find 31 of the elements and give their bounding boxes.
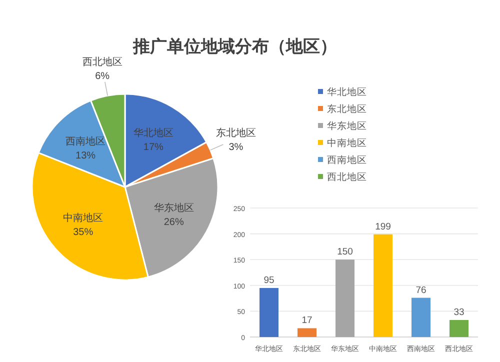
bar <box>298 328 316 337</box>
data-label: 17% <box>143 142 164 153</box>
bar <box>412 298 430 337</box>
data-label: 33 <box>454 306 464 318</box>
legend-label: 西南地区 <box>327 154 367 166</box>
slice-label: 华东地区 <box>154 202 194 214</box>
legend-label: 华东地区 <box>327 120 367 132</box>
data-label: 6% <box>95 71 110 82</box>
legend-label: 华北地区 <box>327 86 367 98</box>
slice-label: 中南地区 <box>63 212 104 224</box>
data-label: 95 <box>264 274 274 286</box>
slice-label: 华北地区 <box>133 126 174 139</box>
data-label: 17 <box>302 315 312 326</box>
slice-label: 东北地区 <box>216 126 256 139</box>
bar <box>260 288 278 337</box>
legend-label: 中南地区 <box>327 137 367 149</box>
data-label: 76 <box>416 284 426 296</box>
data-label: 150 <box>337 246 353 258</box>
data-label: 199 <box>375 221 391 232</box>
bar <box>336 260 354 337</box>
slice-label: 西南地区 <box>66 136 106 148</box>
slice-label: 西北地区 <box>82 56 122 68</box>
legend-label: 东北地区 <box>327 103 367 115</box>
data-label: 26% <box>164 216 184 228</box>
data-label: 35% <box>73 226 94 238</box>
bar <box>374 234 392 337</box>
legend-label: 西北地区 <box>327 171 367 183</box>
chart-title: 推广单位地域分布（地区） <box>132 37 337 56</box>
data-label: 3% <box>228 142 244 153</box>
bar <box>450 320 468 337</box>
data-label: 13% <box>76 150 96 162</box>
